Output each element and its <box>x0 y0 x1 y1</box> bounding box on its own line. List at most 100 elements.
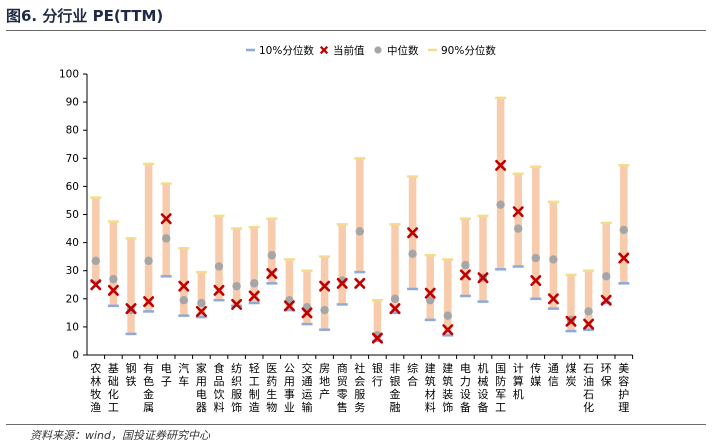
y-tick-label: 20 <box>66 293 79 305</box>
median-point <box>496 200 505 209</box>
current-marker <box>530 275 542 287</box>
range-bar <box>549 201 558 309</box>
source-note: 资料来源：wind，国投证券研究中心 <box>30 429 211 442</box>
median-point <box>179 296 188 305</box>
chart-axes: 0 10 20 30 40 50 60 70 80 90 100 农林牧渔基础化工钢铁有色金属电子汽车… <box>59 69 634 414</box>
current-marker <box>125 303 137 315</box>
x-tick-label: 有色金属 <box>143 361 154 414</box>
x-tick-label: 家用电器 <box>196 361 207 414</box>
current-marker <box>354 277 366 289</box>
current-x-stroke <box>178 280 190 292</box>
y-tick-label: 50 <box>66 209 79 221</box>
x-tick-label: 食品饮料 <box>214 361 225 414</box>
current-marker <box>600 294 612 306</box>
x-tick-label: 美容护理 <box>618 362 629 414</box>
range-bar <box>514 173 522 267</box>
current-marker <box>389 303 401 315</box>
current-x-stroke <box>195 305 207 317</box>
median-point <box>91 256 101 266</box>
current-x-stroke <box>389 303 401 315</box>
current-marker <box>107 284 119 296</box>
current-marker <box>336 277 348 289</box>
current-x-stroke <box>160 213 172 225</box>
current-x-stroke <box>530 275 542 287</box>
median-point <box>232 281 241 291</box>
median-point <box>355 227 364 236</box>
legend-median-swatch <box>374 46 382 54</box>
current-x-stroke <box>336 277 348 289</box>
x-tick-label: 基础化工 <box>108 362 119 414</box>
range-bar <box>180 248 188 316</box>
median-point <box>144 256 153 266</box>
y-tick-label: 80 <box>66 125 79 137</box>
figure-title: 图6. 分行业 PE(TTM) <box>6 7 164 25</box>
current-marker <box>495 159 507 171</box>
current-x-stroke <box>319 280 331 292</box>
current-x-stroke <box>600 294 612 306</box>
range-bar <box>532 166 540 299</box>
range-bar <box>584 270 593 330</box>
current-x-stroke <box>583 318 595 330</box>
current-x-stroke <box>248 290 260 302</box>
x-tick-label: 石油石化 <box>583 362 594 414</box>
range-bar <box>496 97 505 270</box>
current-x-stroke <box>266 268 278 280</box>
range-bar <box>197 272 206 318</box>
range-bar <box>356 158 364 273</box>
y-tick-label: 90 <box>66 97 79 109</box>
current-marker <box>512 206 524 218</box>
range-bar <box>303 270 311 325</box>
current-marker <box>424 287 436 299</box>
range-bar <box>215 215 223 301</box>
x-tick-label: 银行 <box>372 361 383 388</box>
chart-legend: 10%分位数 当前值 中位数 90%分位数 <box>246 44 496 57</box>
legend-label: 中位数 <box>387 44 419 57</box>
current-marker <box>283 300 295 312</box>
current-x-stroke <box>125 303 137 315</box>
median-point <box>443 311 452 320</box>
median-point <box>514 224 523 233</box>
median-point <box>250 279 259 288</box>
current-x-stroke <box>90 279 102 291</box>
current-marker <box>143 296 155 308</box>
median-point <box>531 253 540 263</box>
median-point <box>549 255 558 264</box>
x-tick-label: 计算机 <box>513 362 524 401</box>
x-tick-label: 煤炭 <box>566 362 577 388</box>
range-bar <box>373 300 382 341</box>
current-marker <box>459 269 471 281</box>
current-x-stroke <box>107 284 119 296</box>
current-marker <box>583 318 595 330</box>
x-tick-label: 医药生物 <box>266 362 277 414</box>
x-tick-label: 综合 <box>407 361 418 388</box>
legend-item: 10%分位数 <box>246 44 314 57</box>
current-marker <box>547 293 559 305</box>
x-tick-label: 国防军工 <box>495 362 506 414</box>
range-bars <box>92 97 628 341</box>
median-point <box>267 251 276 260</box>
x-tick-label: 商贸零售 <box>337 361 348 414</box>
median-point <box>390 294 400 303</box>
median-point <box>162 234 171 243</box>
x-tick-label: 公用事业 <box>284 362 295 414</box>
current-x-stroke <box>213 284 225 296</box>
x-tick-label: 房地产 <box>319 362 330 401</box>
median-point <box>320 305 329 315</box>
range-bar <box>285 259 294 311</box>
chart-markers <box>90 96 630 344</box>
current-marker <box>178 280 190 292</box>
x-tick-label: 纺织服饰 <box>231 361 242 414</box>
footer-divider <box>6 424 706 425</box>
legend-item: 中位数 <box>374 44 419 57</box>
current-x-stroke <box>442 324 454 336</box>
current-marker <box>160 213 172 225</box>
range-bar <box>602 222 610 304</box>
current-marker <box>90 279 102 291</box>
current-x-stroke <box>495 159 507 171</box>
x-tick-label: 机械设备 <box>478 361 489 414</box>
current-marker <box>266 268 278 280</box>
x-tick-label: 传媒 <box>530 362 541 388</box>
range-bar <box>250 227 258 304</box>
range-bar <box>444 259 452 336</box>
legend-item: 90%分位数 <box>428 44 496 57</box>
